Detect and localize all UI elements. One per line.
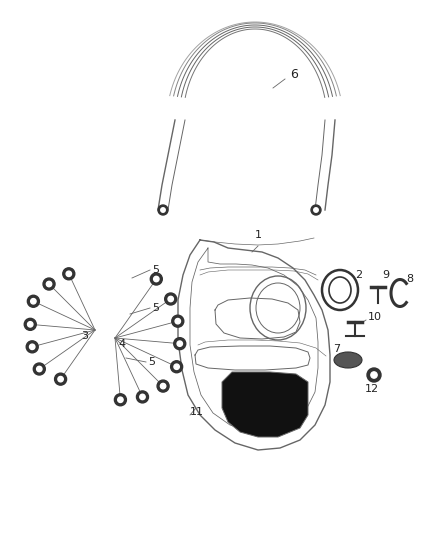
Text: 9: 9 [382,270,389,280]
Ellipse shape [334,352,362,368]
Circle shape [63,268,75,280]
Circle shape [174,364,179,369]
Text: 8: 8 [406,274,413,284]
Circle shape [161,208,165,212]
Text: 5: 5 [152,303,159,313]
Text: 6: 6 [290,68,298,81]
Circle shape [172,315,184,327]
Circle shape [175,319,180,324]
Circle shape [58,376,63,382]
Circle shape [46,281,52,287]
Circle shape [26,341,38,353]
Circle shape [43,278,55,290]
Text: 12: 12 [365,384,379,394]
Circle shape [165,293,177,305]
Circle shape [114,394,127,406]
Text: 7: 7 [333,344,340,354]
Circle shape [158,205,168,215]
Circle shape [314,208,318,212]
Text: 5: 5 [152,265,159,275]
Circle shape [171,361,183,373]
Polygon shape [222,372,308,437]
Text: 10: 10 [368,312,382,322]
Circle shape [31,298,36,304]
Circle shape [55,373,67,385]
Text: 11: 11 [190,407,204,417]
Circle shape [33,363,45,375]
Circle shape [27,295,39,307]
Circle shape [29,344,35,350]
Circle shape [24,318,36,330]
Circle shape [154,276,159,282]
Circle shape [168,296,173,302]
Circle shape [177,341,183,346]
Circle shape [174,338,186,350]
Circle shape [37,366,42,372]
Circle shape [150,273,162,285]
Text: 5: 5 [148,357,155,367]
Text: 3: 3 [81,331,88,341]
Circle shape [66,271,71,277]
Circle shape [367,368,381,382]
Text: 4: 4 [118,339,125,349]
Circle shape [140,394,145,400]
Circle shape [371,372,377,378]
Circle shape [160,383,166,389]
Circle shape [157,380,169,392]
Circle shape [28,321,33,327]
Circle shape [311,205,321,215]
Circle shape [118,397,123,402]
Circle shape [137,391,148,403]
Text: 2: 2 [355,270,362,280]
Text: 1: 1 [254,230,261,240]
